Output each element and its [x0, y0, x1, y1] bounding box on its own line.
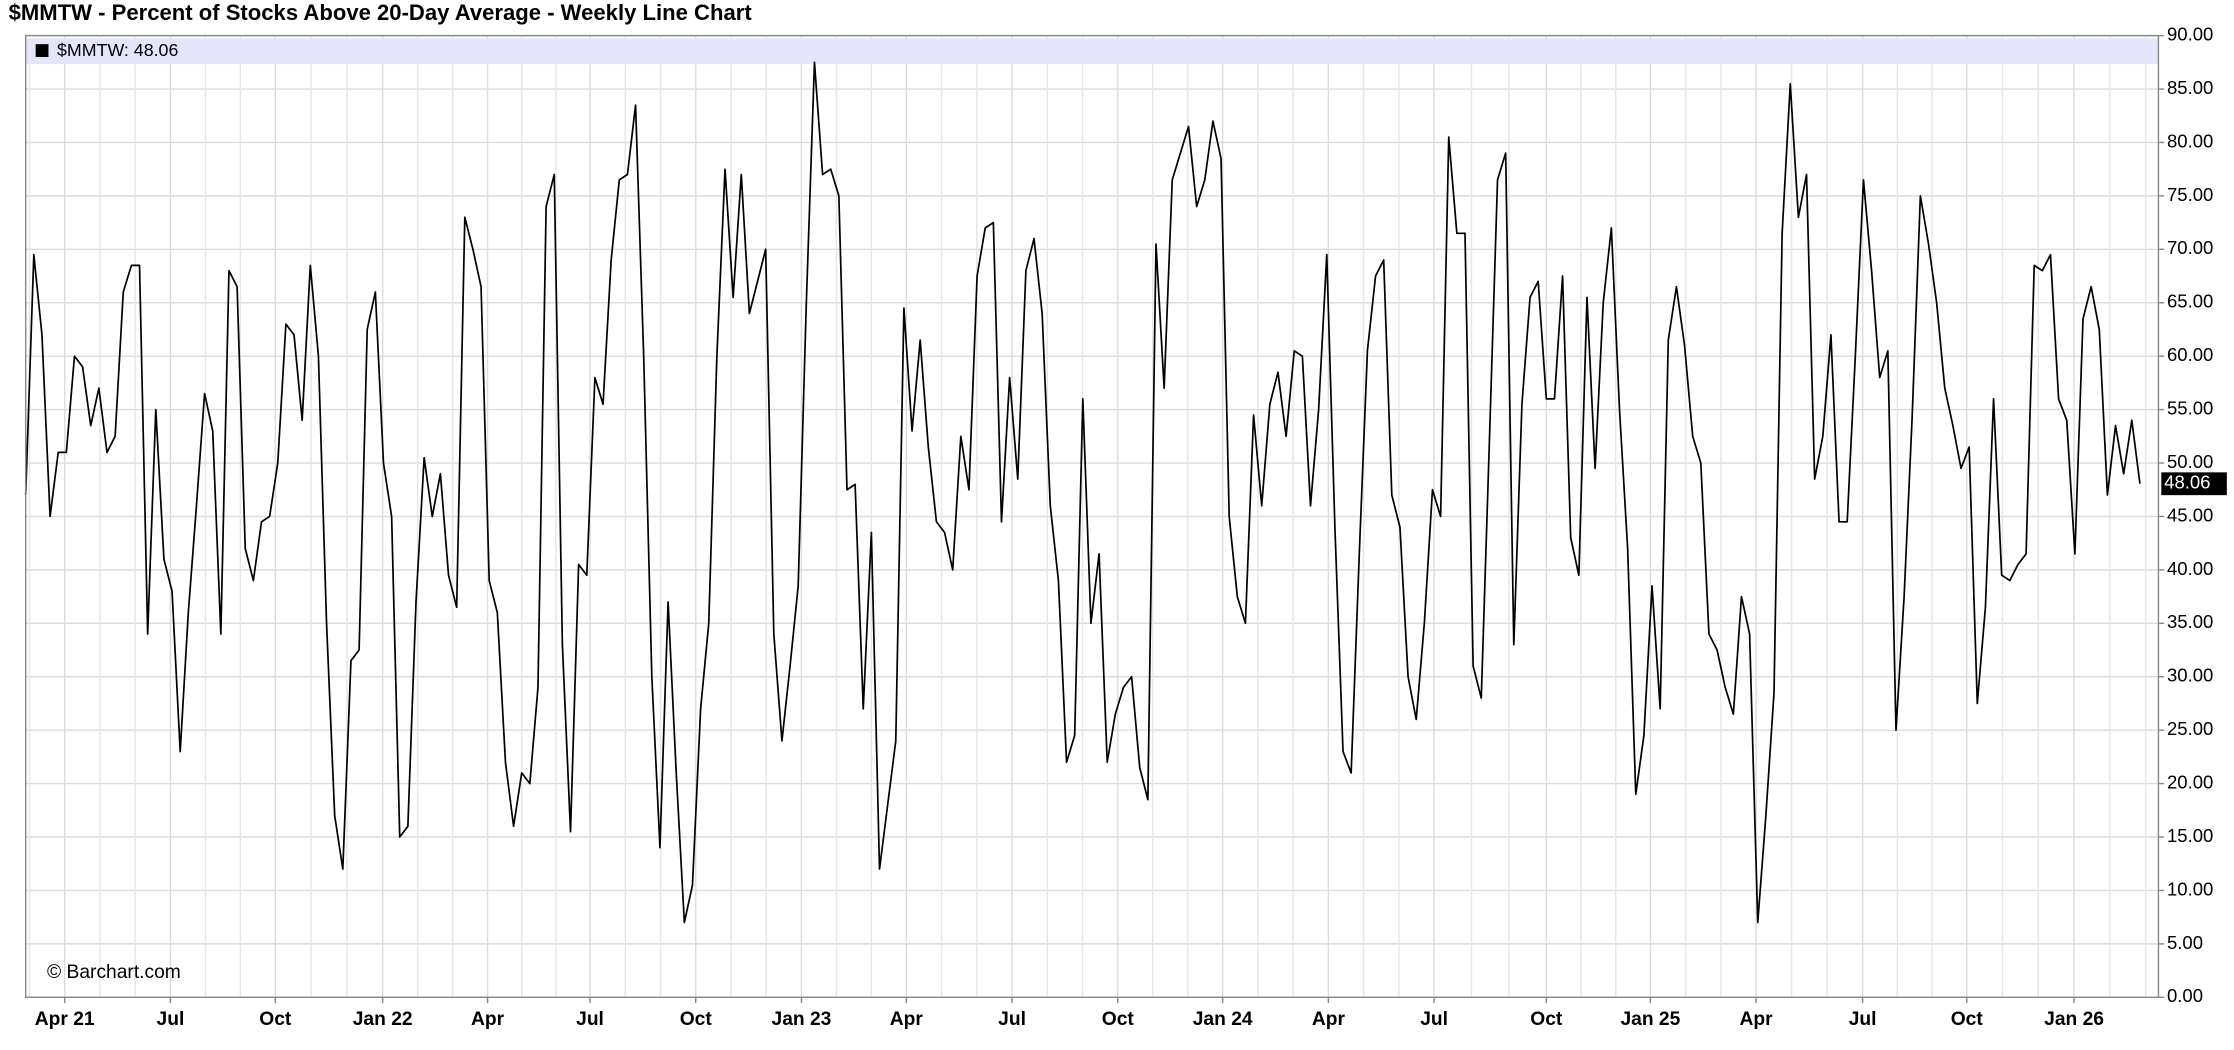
y-tick-label: 40.00: [2167, 558, 2213, 579]
y-tick-label: 20.00: [2167, 771, 2213, 792]
x-tick-label: Oct: [1102, 1009, 1135, 1030]
x-tick-label: Apr: [471, 1009, 505, 1030]
x-tick-label: Jan 22: [353, 1009, 413, 1030]
x-tick-label: Jan 26: [2044, 1009, 2104, 1030]
y-tick-label: 80.00: [2167, 130, 2213, 151]
y-tick-label: 25.00: [2167, 718, 2213, 739]
x-tick-label: Jul: [998, 1009, 1026, 1030]
x-tick-label: Apr: [1740, 1009, 1774, 1030]
x-tick-label: Oct: [1951, 1009, 1984, 1030]
x-tick-label: Jul: [576, 1009, 604, 1030]
axes: 0.00 5.00 10.00 15.00 20.00 25.00 30.00 35.00 40…: [35, 24, 2227, 1030]
y-tick-label: 85.00: [2167, 77, 2213, 98]
x-tick-label: Jul: [1420, 1009, 1448, 1030]
y-tick-label: 45.00: [2167, 504, 2213, 525]
y-tick-label: 75.00: [2167, 184, 2213, 205]
x-tick-label: Apr 21: [35, 1009, 95, 1030]
last-value-box: [2161, 472, 2227, 496]
x-tick-label: Jul: [157, 1009, 185, 1030]
y-tick-label: 5.00: [2167, 932, 2203, 953]
y-tick-label: 15.00: [2167, 825, 2213, 846]
x-tick-label: Apr: [1312, 1009, 1346, 1030]
y-tick-label: 35.00: [2167, 611, 2213, 632]
y-tick-label: 65.00: [2167, 291, 2213, 312]
x-tick-label: Jan 23: [772, 1009, 832, 1030]
x-tick-label: Jul: [1849, 1009, 1877, 1030]
data-line: [24, 61, 2141, 924]
last-value-label: 48.06: [2164, 472, 2210, 493]
x-tick-label: Apr: [890, 1009, 924, 1030]
plot: [24, 61, 2141, 924]
legend-label: $MMTW: 48.06: [57, 40, 178, 60]
x-tick-label: Oct: [1530, 1009, 1563, 1030]
x-tick-label: Oct: [680, 1009, 713, 1030]
y-tick-label: 90.00: [2167, 24, 2213, 45]
x-tick-label: Oct: [259, 1009, 292, 1030]
y-tick-label: 70.00: [2167, 237, 2213, 258]
x-tick-label: Jan 24: [1193, 1009, 1253, 1030]
x-tick-label: Jan 25: [1620, 1009, 1680, 1030]
legend-swatch: [35, 44, 49, 57]
legend-band: [25, 38, 2159, 65]
y-tick-label: 50.00: [2167, 451, 2213, 472]
y-tick-label: 10.00: [2167, 878, 2213, 899]
credit: © Barchart.com: [47, 962, 181, 983]
y-tick-label: 30.00: [2167, 665, 2213, 686]
y-tick-label: 0.00: [2167, 985, 2203, 1006]
chart-title: $MMTW - Percent of Stocks Above 20-Day A…: [9, 0, 753, 25]
y-tick-label: 55.00: [2167, 397, 2213, 418]
y-tick-label: 60.00: [2167, 344, 2213, 365]
